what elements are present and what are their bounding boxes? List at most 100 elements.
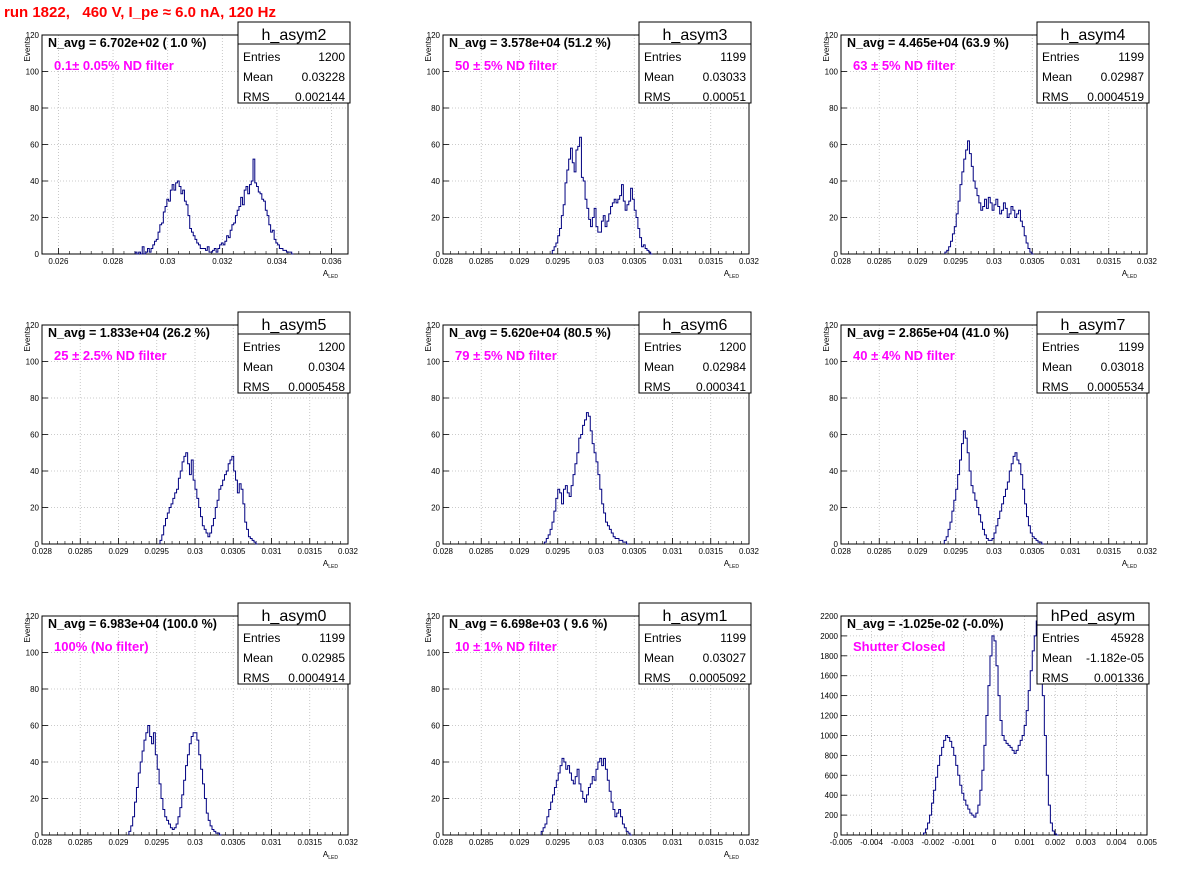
y-tick-label: 0	[436, 540, 441, 549]
x-tick-label: -0.005	[830, 838, 853, 847]
stats-title: hPed_asym	[1051, 608, 1136, 625]
stats-key: Entries	[1042, 340, 1079, 354]
y-tick-label: 60	[431, 141, 440, 150]
y-tick-label: 80	[431, 104, 440, 113]
navg-title: N_avg = 5.620e+04 (80.5 %)	[449, 326, 611, 340]
x-tick-label: 0.031	[1060, 257, 1081, 266]
stats-value: 1200	[318, 340, 345, 354]
x-tick-label: 0.029	[108, 547, 129, 556]
y-tick-label: 0	[35, 250, 40, 259]
y-tick-label: 0	[436, 250, 441, 259]
y-tick-label: 2200	[820, 612, 838, 621]
panel-h_asym5: 0.028 0.0285 0.029 0.0295 0.03 0.0305 0.031 0.0…	[23, 311, 359, 570]
stats-key: RMS	[644, 90, 671, 104]
y-tick-label: 100	[427, 68, 441, 77]
x-tick-label: 0.036	[322, 257, 343, 266]
x-tick-label: 0.0315	[699, 838, 724, 847]
y-tick-label: 120	[825, 31, 839, 40]
stats-key: Entries	[644, 631, 681, 645]
x-tick-label: 0.032	[212, 257, 233, 266]
stats-value: 0.002144	[295, 90, 345, 104]
histogram-series	[551, 136, 653, 255]
x-tick-label: 0.0295	[944, 547, 969, 556]
stats-box	[237, 602, 351, 685]
x-tick-label: 0.0305	[1020, 547, 1045, 556]
x-tick-label: 0.03	[986, 547, 1002, 556]
y-tick-label: 100	[427, 649, 441, 658]
y-tick-label: 20	[431, 795, 440, 804]
x-tick-label: 0.026	[48, 257, 69, 266]
y-tick-label: 40	[829, 177, 838, 186]
x-tick-label: 0.032	[1137, 547, 1158, 556]
y-tick-label: 40	[30, 467, 39, 476]
x-tick-label: 0.034	[267, 257, 288, 266]
x-axis-label: ALED	[323, 269, 338, 280]
stats-title: h_asym4	[1061, 27, 1126, 44]
y-tick-label: 40	[30, 177, 39, 186]
y-tick-label: 0	[35, 831, 40, 840]
y-tick-label: 60	[431, 722, 440, 731]
stats-box	[638, 602, 752, 685]
stats-value: 0.00051	[703, 90, 747, 104]
stats-box	[1036, 602, 1150, 685]
histogram-series	[543, 412, 629, 545]
x-tick-label: 0.03	[187, 838, 203, 847]
stats-title: h_asym1	[663, 608, 728, 625]
stats-key: Entries	[243, 340, 280, 354]
stats-box	[237, 21, 351, 104]
y-tick-label: 20	[431, 504, 440, 513]
histogram-series	[128, 725, 222, 836]
y-tick-label: 100	[427, 358, 441, 367]
stats-value: 0.0004519	[1087, 90, 1144, 104]
y-tick-label: 1600	[820, 672, 838, 681]
stats-value: 0.02987	[1101, 70, 1145, 84]
y-tick-label: 60	[30, 141, 39, 150]
y-tick-label: 60	[30, 431, 39, 440]
stats-value: 0.0005092	[689, 671, 746, 685]
stats-key: Mean	[1042, 360, 1072, 374]
x-tick-label: -0.003	[891, 838, 914, 847]
y-axis-label: Events	[424, 618, 433, 642]
y-tick-label: 120	[427, 612, 441, 621]
y-tick-label: 80	[829, 104, 838, 113]
stats-title: h_asym7	[1061, 317, 1126, 334]
filter-annotation: 0.1± 0.05% ND filter	[54, 58, 174, 73]
x-tick-label: 0.03	[160, 257, 176, 266]
stats-key: RMS	[1042, 90, 1069, 104]
x-tick-label: 0.031	[662, 547, 683, 556]
histogram-series	[944, 140, 1034, 255]
stats-value: 0.03018	[1101, 360, 1145, 374]
stats-value: 0.0004914	[288, 671, 345, 685]
x-tick-label: 0.0305	[1020, 257, 1045, 266]
y-tick-label: 1400	[820, 692, 838, 701]
stats-box	[237, 311, 351, 394]
x-tick-label: 0.03	[588, 838, 604, 847]
histogram-series	[134, 158, 294, 255]
stats-key: RMS	[243, 380, 270, 394]
x-tick-label: 0.032	[739, 257, 760, 266]
panel-h_asym6: 0.028 0.0285 0.029 0.0295 0.03 0.0305 0.031 0.0…	[424, 311, 760, 570]
y-tick-label: 0	[834, 831, 839, 840]
y-tick-label: 20	[431, 214, 440, 223]
x-tick-label: 0.0315	[1097, 547, 1122, 556]
stats-key: Mean	[644, 360, 674, 374]
stats-title: h_asym3	[663, 27, 728, 44]
stats-value: 0.03228	[302, 70, 346, 84]
y-axis-label: Events	[424, 37, 433, 61]
x-tick-label: 0.0295	[145, 838, 170, 847]
stats-value: 1199	[1118, 50, 1144, 64]
stats-title: h_asym2	[262, 27, 327, 44]
y-tick-label: 2000	[820, 632, 838, 641]
x-tick-label: 0.0305	[622, 547, 647, 556]
x-tick-label: 0.0305	[622, 257, 647, 266]
x-tick-label: 0.028	[433, 547, 454, 556]
x-tick-label: 0.03	[588, 547, 604, 556]
y-tick-label: 40	[431, 467, 440, 476]
stats-value: 0.03033	[703, 70, 747, 84]
y-tick-label: 400	[825, 791, 839, 800]
stats-key: Entries	[243, 50, 280, 64]
stats-key: Entries	[644, 340, 681, 354]
x-tick-label: 0.03	[187, 547, 203, 556]
x-tick-label: 0.0285	[469, 547, 494, 556]
